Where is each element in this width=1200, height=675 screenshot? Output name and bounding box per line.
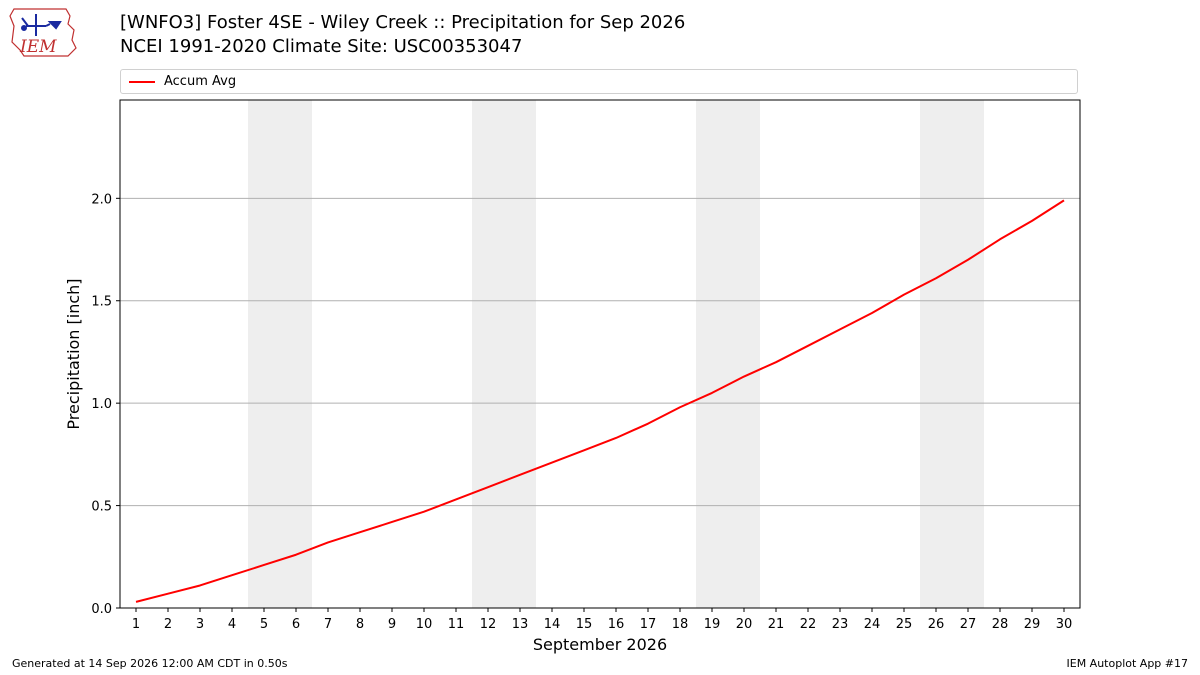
x-tick-label: 9 <box>388 617 396 632</box>
x-tick-label: 28 <box>992 617 1009 632</box>
x-tick-label: 4 <box>228 617 236 632</box>
x-tick-label: 18 <box>672 617 689 632</box>
x-tick-label: 16 <box>608 617 625 632</box>
x-tick-label: 10 <box>416 617 433 632</box>
weather-station-icon <box>21 14 62 36</box>
weekend-band-2 <box>472 100 536 608</box>
x-tick-label: 15 <box>576 617 593 632</box>
x-tick-label: 30 <box>1056 617 1073 632</box>
x-tick-label: 3 <box>196 617 204 632</box>
x-tick-label: 29 <box>1024 617 1041 632</box>
x-tick-label: 13 <box>512 617 529 632</box>
x-tick-label: 2 <box>164 617 172 632</box>
x-tick-label: 5 <box>260 617 268 632</box>
y-tick-label: 1.5 <box>91 295 112 310</box>
legend-swatch-accum-avg <box>129 81 155 83</box>
legend-label-accum-avg: Accum Avg <box>164 74 237 89</box>
legend: Accum Avg <box>120 69 1078 94</box>
x-tick-label: 20 <box>736 617 753 632</box>
x-tick-label: 23 <box>832 617 849 632</box>
y-axis-label: Precipitation [inch] <box>64 278 83 429</box>
generated-timestamp: Generated at 14 Sep 2026 12:00 AM CDT in… <box>12 657 288 670</box>
x-axis-label: September 2026 <box>533 635 667 654</box>
y-tick-label: 1.0 <box>91 397 112 412</box>
weekend-band-4 <box>920 100 984 608</box>
x-tick-label: 7 <box>324 617 332 632</box>
weekend-band-1 <box>248 100 312 608</box>
x-tick-label: 1 <box>132 617 140 632</box>
chart-subtitle: NCEI 1991-2020 Climate Site: USC00353047 <box>120 36 523 57</box>
x-tick-label: 22 <box>800 617 817 632</box>
weekend-band-3 <box>696 100 760 608</box>
x-tick-label: 14 <box>544 617 561 632</box>
x-tick-label: 12 <box>480 617 497 632</box>
app-label: IEM Autoplot App #17 <box>1066 657 1189 670</box>
y-tick-label: 0.5 <box>91 500 112 515</box>
y-tick-label: 0.0 <box>91 602 112 617</box>
x-tick-label: 6 <box>292 617 300 632</box>
x-tick-label: 25 <box>896 617 913 632</box>
chart-title: [WNFO3] Foster 4SE - Wiley Creek :: Prec… <box>120 12 686 33</box>
iem-logo: IEM <box>9 8 77 57</box>
x-tick-label: 27 <box>960 617 977 632</box>
x-tick-label: 26 <box>928 617 945 632</box>
series-line-accum-avg <box>135 199 1065 603</box>
x-tick-label: 24 <box>864 617 881 632</box>
plot-frame <box>119 99 1081 609</box>
x-tick-label: 11 <box>448 617 465 632</box>
x-tick-label: 19 <box>704 617 721 632</box>
logo-text: IEM <box>19 37 57 57</box>
y-tick-label: 2.0 <box>91 192 112 207</box>
x-tick-label: 21 <box>768 617 785 632</box>
x-tick-label: 8 <box>356 617 364 632</box>
x-tick-label: 17 <box>640 617 657 632</box>
